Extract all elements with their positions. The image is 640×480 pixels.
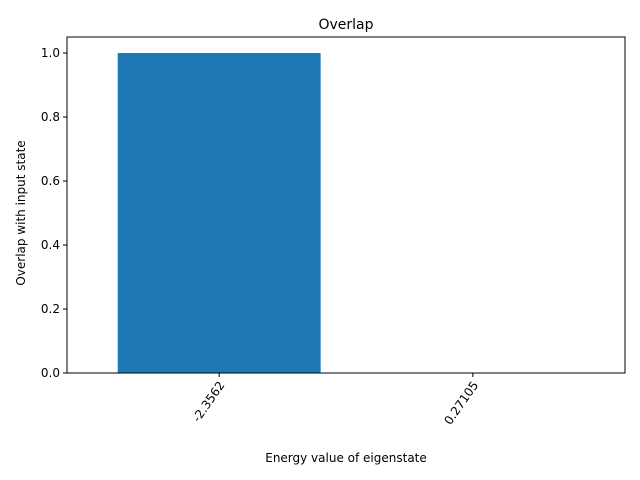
y-tick-label: 1.0 bbox=[41, 46, 60, 60]
y-axis-ticks: 0.0 0.2 0.4 0.6 0.8 1.0 bbox=[41, 46, 67, 380]
y-tick-label: 0.4 bbox=[41, 238, 60, 252]
chart-title: Overlap bbox=[318, 17, 373, 33]
x-tick-label: 0.27105 bbox=[441, 379, 481, 428]
y-tick-label: 0.2 bbox=[41, 302, 60, 316]
plot-frame bbox=[66, 36, 626, 374]
y-tick-label: 0.8 bbox=[41, 110, 60, 124]
x-tick-label: -2.3562 bbox=[190, 379, 228, 425]
bar-0 bbox=[117, 53, 321, 373]
y-tick-label: 0.0 bbox=[41, 366, 60, 380]
x-axis-label: Energy value of eigenstate bbox=[265, 451, 427, 465]
x-axis-ticks: -2.3562 0.27105 bbox=[190, 373, 481, 428]
bars-group bbox=[117, 53, 321, 373]
y-axis-label: Overlap with input state bbox=[14, 140, 28, 285]
y-tick-label: 0.6 bbox=[41, 174, 60, 188]
